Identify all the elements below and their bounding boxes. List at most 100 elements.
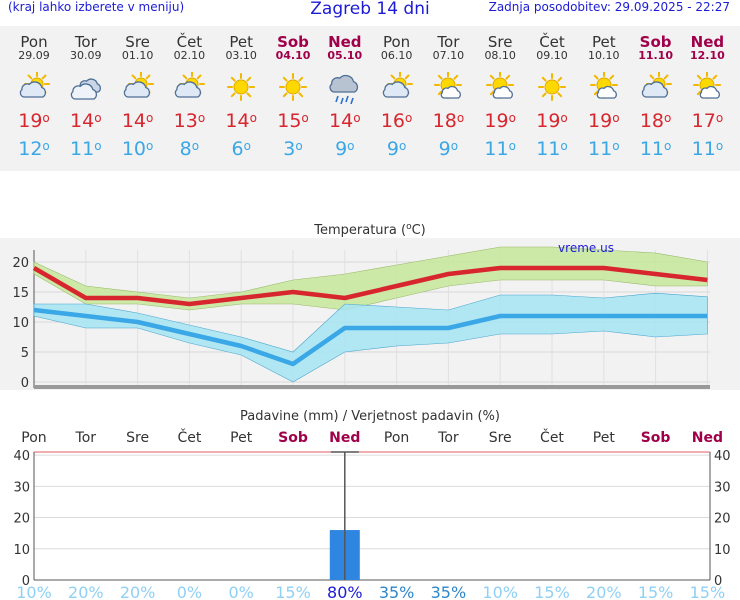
partly-cloudy-icon xyxy=(19,72,50,98)
day-date: 12.10 xyxy=(689,49,725,62)
day-name: Sob xyxy=(277,33,309,51)
day-name: Sob xyxy=(639,33,672,51)
degree-mark: o xyxy=(405,111,413,125)
sun-icon xyxy=(279,73,307,101)
x-tick-label: Pet xyxy=(230,430,253,446)
menu-hint: (kraj lahko izberete v meniju) xyxy=(8,0,185,14)
x-tick-label: Tor xyxy=(437,430,459,446)
degree-mark: o xyxy=(508,139,516,153)
y-tick-label-right: 10 xyxy=(714,543,731,558)
day-column: Sre 08.10 19o 11o xyxy=(474,26,526,160)
y-tick-label-right: 0 xyxy=(714,574,722,589)
precipitation-probability: 15% xyxy=(638,583,674,600)
day-column: Čet 02.10 13o 8o xyxy=(163,26,215,160)
max-temperature: 19o xyxy=(588,110,620,132)
y-tick-label: 30 xyxy=(13,480,30,495)
temperature-chart-title: Temperatura (oC) xyxy=(313,222,425,238)
degree-mark: o xyxy=(398,139,407,153)
x-tick-label: Ned xyxy=(692,430,723,446)
max-temperature: 14o xyxy=(225,110,257,132)
daily-forecast-strip: Pon 29.09 19o 12o Tor 30.09 14o 11o Sre 01.10 14o 1… xyxy=(0,26,740,171)
day-column: Čet 09.10 19o 11o xyxy=(526,26,578,160)
precipitation-probability: 10% xyxy=(482,583,518,600)
y-tick-label: 40 xyxy=(13,449,30,464)
day-column: Pet 03.10 14o 6o xyxy=(215,26,267,160)
degree-mark: o xyxy=(295,139,303,153)
sun-cloud-icon xyxy=(693,72,722,99)
precipitation-probability: 80% xyxy=(327,583,363,600)
degree-mark: o xyxy=(715,111,724,125)
partly-cloudy-icon xyxy=(175,72,206,98)
day-date: 06.10 xyxy=(380,49,413,62)
max-temperature: 13o xyxy=(173,110,206,132)
degree-mark: o xyxy=(612,139,620,153)
degree-mark: o xyxy=(146,139,154,153)
sun-cloud-icon xyxy=(486,72,515,99)
max-temperature-range-band xyxy=(33,246,708,311)
precipitation-probability: 20% xyxy=(120,583,156,600)
day-name: Tor xyxy=(74,33,97,51)
partly-cloudy-icon xyxy=(641,72,672,98)
day-date: 10.10 xyxy=(588,49,620,62)
degree-mark: o xyxy=(42,111,50,125)
day-name: Pon xyxy=(20,33,48,51)
day-date: 30.09 xyxy=(70,49,102,62)
last-updated: Zadnja posodobitev: 29.09.2025 - 22:27 xyxy=(488,0,730,14)
min-temperature: 12o xyxy=(18,138,50,160)
precipitation-probability: 20% xyxy=(586,583,622,600)
day-name: Sre xyxy=(487,33,513,51)
y-tick-label: 10 xyxy=(13,543,30,558)
degree-mark: o xyxy=(715,139,724,153)
min-temperature: 8o xyxy=(179,138,200,160)
sun-icon xyxy=(538,73,566,101)
day-name: Čet xyxy=(539,33,565,51)
day-date: 07.10 xyxy=(432,49,465,62)
y-tick-label: 10 xyxy=(12,316,29,331)
day-date: 09.10 xyxy=(536,49,568,62)
degree-mark: o xyxy=(353,111,361,125)
degree-mark: o xyxy=(664,139,672,153)
x-tick-label: Sob xyxy=(641,430,671,446)
day-column: Tor 30.09 14o 11o xyxy=(60,26,112,160)
day-column: Pon 29.09 19o 12o xyxy=(8,26,60,160)
degree-mark: o xyxy=(664,111,672,125)
degree-mark: o xyxy=(94,111,102,125)
degree-mark: o xyxy=(347,139,355,153)
precipitation-probability: 15% xyxy=(534,583,570,600)
day-date: 03.10 xyxy=(225,49,257,62)
y-tick-label-right: 20 xyxy=(714,512,731,527)
y-tick-label-right: 40 xyxy=(714,449,731,464)
y-tick-label: 0 xyxy=(21,376,29,391)
day-column: Sre 01.10 14o 10o xyxy=(112,26,164,160)
max-temperature: 14o xyxy=(70,110,102,132)
min-temperature: 3o xyxy=(283,138,303,160)
min-temperature: 10o xyxy=(121,138,154,160)
sun-cloud-icon xyxy=(434,72,463,99)
day-date: 29.09 xyxy=(18,49,50,62)
x-tick-label: Sre xyxy=(489,430,512,446)
day-date: 01.10 xyxy=(121,49,154,62)
day-column: Pet 10.10 19o 11o xyxy=(578,26,630,160)
day-date: 05.10 xyxy=(327,49,363,62)
precipitation-probability: 10% xyxy=(16,583,52,600)
precipitation-probability: 20% xyxy=(68,583,104,600)
max-temperature: 15o xyxy=(277,110,309,132)
precipitation-probability: 35% xyxy=(431,583,467,600)
day-column: Sob 04.10 15o 3o xyxy=(267,26,319,160)
precipitation-probability: 35% xyxy=(379,583,415,600)
day-name: Čet xyxy=(176,33,203,51)
min-temperature: 11o xyxy=(484,138,516,160)
partly-cloudy-icon xyxy=(382,72,413,98)
max-temperature-line xyxy=(32,265,708,307)
day-date: 04.10 xyxy=(275,49,311,62)
max-temperature: 16o xyxy=(380,110,413,132)
max-temperature: 19o xyxy=(536,110,568,132)
day-name: Pet xyxy=(229,33,253,51)
degree-mark: o xyxy=(508,111,516,125)
precipitation-probability: 15% xyxy=(690,583,726,600)
cloudy-icon xyxy=(70,78,101,100)
day-name: Tor xyxy=(437,33,460,51)
sun-cloud-icon xyxy=(589,72,618,99)
page-title[interactable]: Zagreb 14 dni xyxy=(310,0,430,19)
min-temperature: 6o xyxy=(231,138,251,160)
